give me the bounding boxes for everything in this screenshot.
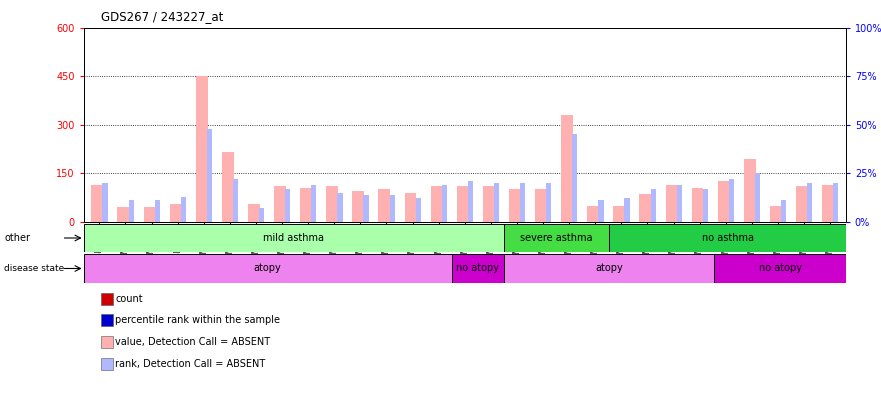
Bar [796, 186, 808, 222]
Bar [504, 224, 610, 252]
Bar [207, 129, 212, 222]
Bar [703, 189, 708, 222]
Bar [389, 194, 395, 222]
Bar [326, 186, 338, 222]
Text: GDS267 / 243227_at: GDS267 / 243227_at [101, 10, 224, 23]
Bar [546, 183, 552, 222]
Bar [483, 186, 494, 222]
Text: other: other [4, 233, 31, 243]
Bar [248, 204, 260, 222]
Bar [431, 186, 442, 222]
Bar [222, 152, 233, 222]
Bar [144, 207, 155, 222]
Bar [535, 189, 547, 222]
Bar [744, 159, 756, 222]
Text: no asthma: no asthma [701, 233, 753, 243]
Bar [833, 183, 839, 222]
Text: value, Detection Call = ABSENT: value, Detection Call = ABSENT [115, 337, 270, 347]
Bar [84, 224, 504, 252]
Text: rank, Detection Call = ABSENT: rank, Detection Call = ABSENT [115, 359, 266, 369]
Bar [718, 181, 729, 222]
Bar [170, 204, 181, 222]
Bar [452, 254, 504, 283]
Bar [692, 188, 703, 222]
Bar [196, 76, 208, 222]
Bar [573, 134, 577, 222]
Bar [613, 206, 626, 222]
Bar [416, 198, 421, 222]
Bar [807, 183, 812, 222]
Bar [233, 179, 238, 222]
Bar [520, 183, 525, 222]
Bar [364, 194, 368, 222]
Bar [770, 206, 781, 222]
Text: atopy: atopy [254, 263, 282, 274]
Bar [677, 185, 682, 222]
Bar [822, 185, 834, 222]
Bar [598, 200, 603, 222]
Bar [259, 208, 264, 222]
Bar [714, 254, 846, 283]
Text: no atopy: no atopy [759, 263, 802, 274]
Bar [456, 186, 469, 222]
Bar [665, 185, 677, 222]
Bar [729, 179, 734, 222]
Bar [468, 181, 473, 222]
Bar [84, 254, 452, 283]
Text: severe asthma: severe asthma [521, 233, 593, 243]
Bar [561, 115, 573, 222]
Bar [379, 189, 390, 222]
Bar [650, 189, 655, 222]
Text: percentile rank within the sample: percentile rank within the sample [115, 315, 280, 326]
Bar [274, 186, 285, 222]
Bar [441, 185, 447, 222]
Text: atopy: atopy [596, 263, 623, 274]
Bar [102, 183, 107, 222]
Bar [509, 189, 521, 222]
Bar [181, 196, 186, 222]
Text: disease state: disease state [4, 264, 64, 273]
Bar [300, 188, 312, 222]
Bar [311, 185, 316, 222]
Bar [610, 224, 846, 252]
Bar [285, 189, 291, 222]
Bar [494, 183, 500, 222]
Bar [588, 206, 599, 222]
Bar [781, 200, 786, 222]
Bar [117, 207, 130, 222]
Bar [755, 173, 760, 222]
Bar [337, 192, 343, 222]
Text: count: count [115, 293, 143, 304]
Text: no atopy: no atopy [456, 263, 500, 274]
Bar [155, 200, 159, 222]
Bar [504, 254, 714, 283]
Bar [404, 192, 417, 222]
Bar [352, 191, 364, 222]
Bar [92, 185, 103, 222]
Bar [129, 200, 134, 222]
Bar [625, 198, 630, 222]
Bar [640, 194, 651, 222]
Text: mild asthma: mild asthma [263, 233, 324, 243]
